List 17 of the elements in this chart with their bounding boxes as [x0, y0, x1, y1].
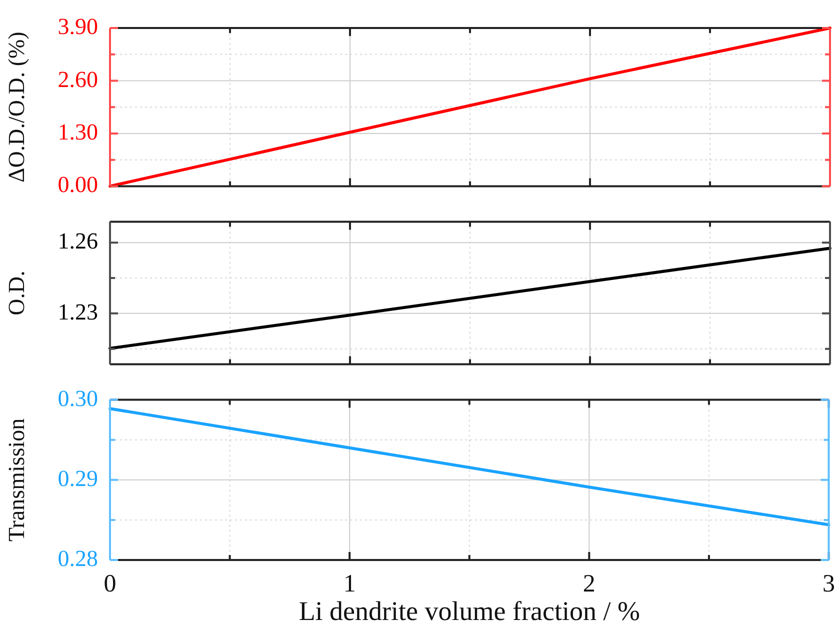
x-tick-label: 2: [582, 570, 596, 598]
y-axis-title: O.D.: [4, 270, 29, 316]
y-tick-label: 2.60: [58, 66, 98, 92]
y-tick-label: 3.90: [58, 14, 98, 40]
x-tick-label: 1: [343, 570, 356, 598]
y-tick-label: 0.30: [58, 386, 98, 411]
y-axis-title: Transmission: [4, 418, 29, 542]
y-tick-label: 1.23: [58, 299, 98, 324]
y-tick-label: 1.26: [58, 228, 98, 254]
y-tick-label: 0.28: [58, 546, 98, 572]
y-tick-label: 1.30: [58, 120, 98, 145]
y-tick-label: 0.00: [58, 172, 98, 198]
y-tick-label: 0.29: [58, 466, 98, 491]
x-tick-label: 3: [822, 570, 835, 598]
y-axis-title: ΔO.D./O.D. (%): [4, 32, 29, 183]
x-tick-label: 0: [104, 570, 116, 598]
x-axis-title: Li dendrite volume fraction / %: [298, 596, 640, 626]
